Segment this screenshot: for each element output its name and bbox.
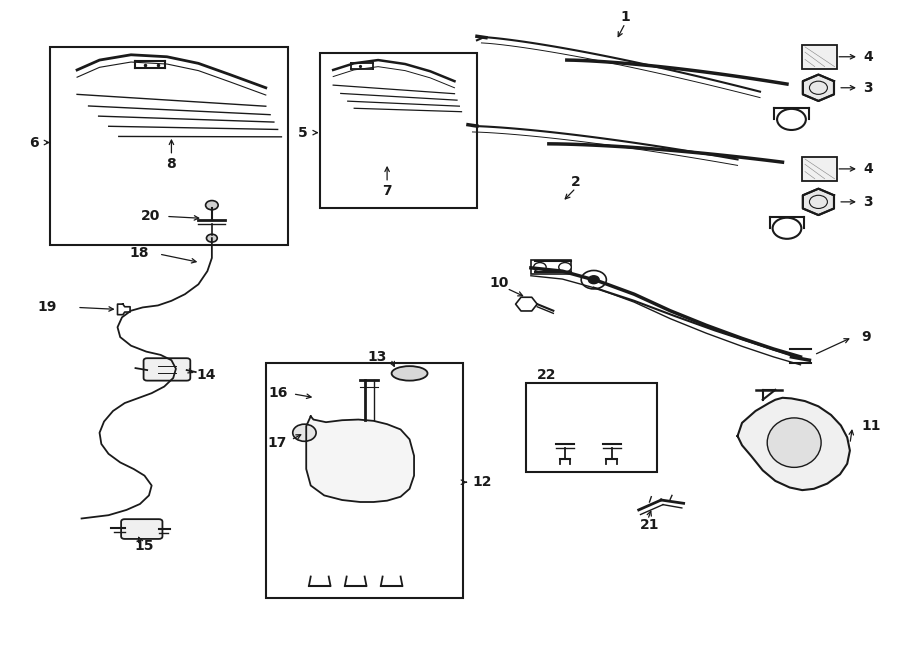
Text: 12: 12: [472, 475, 492, 489]
Ellipse shape: [767, 418, 821, 467]
Text: 7: 7: [382, 184, 392, 198]
Text: 6: 6: [29, 136, 39, 149]
Text: 4: 4: [863, 162, 873, 176]
Circle shape: [206, 234, 217, 242]
Polygon shape: [803, 188, 834, 215]
Bar: [50, 47, 288, 245]
Circle shape: [772, 217, 801, 239]
Bar: [266, 364, 464, 598]
Text: 20: 20: [141, 210, 160, 223]
Text: 21: 21: [640, 518, 659, 532]
Text: 1: 1: [620, 10, 630, 24]
Circle shape: [589, 276, 599, 284]
Circle shape: [559, 262, 572, 272]
Text: 14: 14: [196, 368, 216, 382]
Text: 4: 4: [863, 50, 873, 63]
FancyBboxPatch shape: [122, 519, 162, 539]
Text: 13: 13: [368, 350, 387, 364]
Text: 17: 17: [267, 436, 286, 449]
Text: 3: 3: [863, 195, 873, 209]
Bar: [531, 260, 572, 274]
Text: 2: 2: [571, 175, 580, 189]
FancyBboxPatch shape: [802, 157, 837, 180]
Circle shape: [292, 424, 316, 442]
Polygon shape: [803, 75, 834, 101]
FancyBboxPatch shape: [802, 45, 837, 69]
Text: 10: 10: [490, 276, 509, 290]
Text: 22: 22: [537, 368, 557, 382]
Circle shape: [205, 200, 218, 210]
Ellipse shape: [392, 366, 428, 381]
Text: 15: 15: [135, 539, 154, 553]
Text: 8: 8: [166, 157, 176, 171]
Text: 18: 18: [130, 246, 149, 260]
Bar: [320, 54, 477, 208]
FancyBboxPatch shape: [144, 358, 190, 381]
Text: 11: 11: [861, 419, 881, 433]
Polygon shape: [738, 398, 850, 490]
Text: 5: 5: [298, 126, 308, 139]
Bar: [526, 383, 657, 473]
Text: 19: 19: [37, 300, 57, 315]
Circle shape: [534, 262, 546, 272]
Circle shape: [581, 270, 607, 289]
Text: 16: 16: [269, 386, 288, 400]
Polygon shape: [306, 416, 414, 502]
Text: 9: 9: [861, 330, 871, 344]
Text: 3: 3: [863, 81, 873, 95]
Circle shape: [777, 109, 806, 130]
